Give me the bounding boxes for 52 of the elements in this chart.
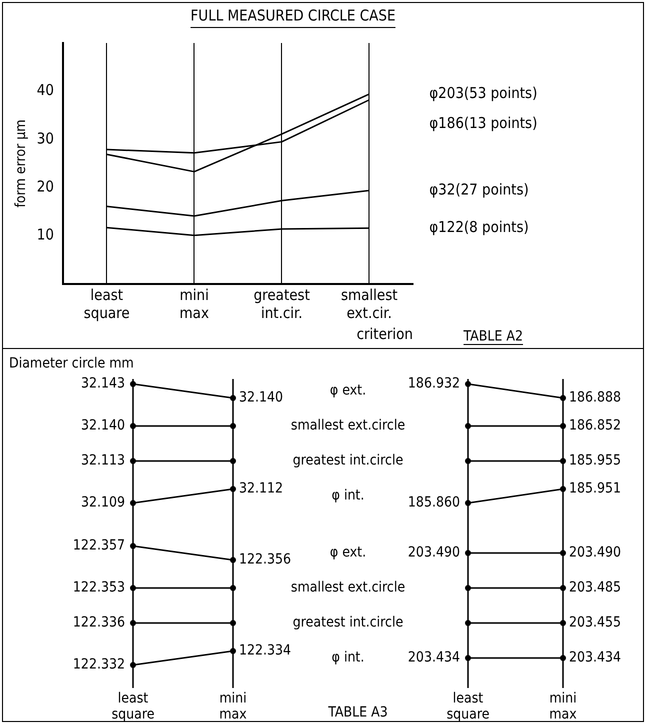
data-label: 122.356 bbox=[239, 552, 292, 568]
legend-label: greatest int.circle bbox=[292, 452, 404, 469]
x-tick-label: greatest int.cir. bbox=[254, 286, 310, 322]
data-label: 185.860 bbox=[408, 494, 460, 511]
text: φ122(8 points) bbox=[429, 218, 529, 236]
data-label: 32.140 bbox=[239, 390, 284, 406]
legend-label: smallest ext.circle bbox=[290, 580, 406, 596]
x-axis-title: criterion bbox=[356, 324, 413, 343]
x-tick-label: least square bbox=[84, 286, 130, 322]
data-label: 185.951 bbox=[569, 480, 622, 497]
data-label: 186.852 bbox=[569, 418, 622, 434]
data-label: 32.109 bbox=[80, 494, 125, 511]
data-label: 122.336 bbox=[72, 614, 125, 631]
text: φ203(53 points) bbox=[429, 84, 538, 102]
y-axis-title: form error μm bbox=[13, 119, 30, 208]
y-tick-label: 30 bbox=[36, 129, 54, 148]
data-label: 186.888 bbox=[569, 390, 622, 406]
y-tick-label: 20 bbox=[36, 177, 54, 196]
x-tick-label: smallest ext.cir. bbox=[340, 286, 398, 322]
legend-label: greatest int.circle bbox=[292, 614, 404, 631]
data-label: 32.113 bbox=[80, 452, 125, 469]
category-label: mini max bbox=[219, 690, 248, 723]
data-label: 203.485 bbox=[569, 580, 622, 596]
data-label: 185.955 bbox=[569, 452, 622, 469]
legend-label: φ ext. bbox=[330, 382, 366, 399]
legend-label: φ int. bbox=[332, 488, 364, 504]
data-label: 122.334 bbox=[239, 642, 292, 659]
data-label: 203.455 bbox=[569, 614, 622, 631]
data-label: 32.143 bbox=[80, 376, 125, 392]
legend-label: φ ext. bbox=[330, 544, 366, 561]
y-tick-label: 10 bbox=[36, 226, 54, 244]
chart-title: FULL MEASURED CIRCLE CASE bbox=[190, 6, 396, 24]
text: Diameter circle mm bbox=[9, 356, 134, 372]
caption: TABLE A2 bbox=[462, 328, 523, 345]
data-label: 122.357 bbox=[72, 538, 125, 554]
text: φ32(27 points) bbox=[429, 180, 529, 198]
data-label: 122.353 bbox=[72, 580, 125, 596]
data-label: 203.434 bbox=[408, 650, 460, 666]
text: φ186(13 points) bbox=[429, 114, 538, 132]
legend-label: φ int. bbox=[332, 650, 364, 666]
legend-label: smallest ext.circle bbox=[290, 418, 406, 434]
caption: TABLE A3 bbox=[327, 704, 388, 721]
x-tick-label: mini max bbox=[180, 286, 209, 322]
data-label: 203.434 bbox=[569, 650, 622, 666]
y-tick-label: 40 bbox=[36, 81, 54, 100]
data-label: 32.140 bbox=[80, 418, 125, 434]
data-label: 203.490 bbox=[569, 544, 622, 561]
data-label: 186.932 bbox=[408, 376, 460, 392]
data-label: 122.332 bbox=[72, 656, 125, 673]
category-label: mini max bbox=[549, 690, 578, 723]
data-label: 203.490 bbox=[408, 544, 460, 561]
data-label: 32.112 bbox=[239, 480, 284, 497]
